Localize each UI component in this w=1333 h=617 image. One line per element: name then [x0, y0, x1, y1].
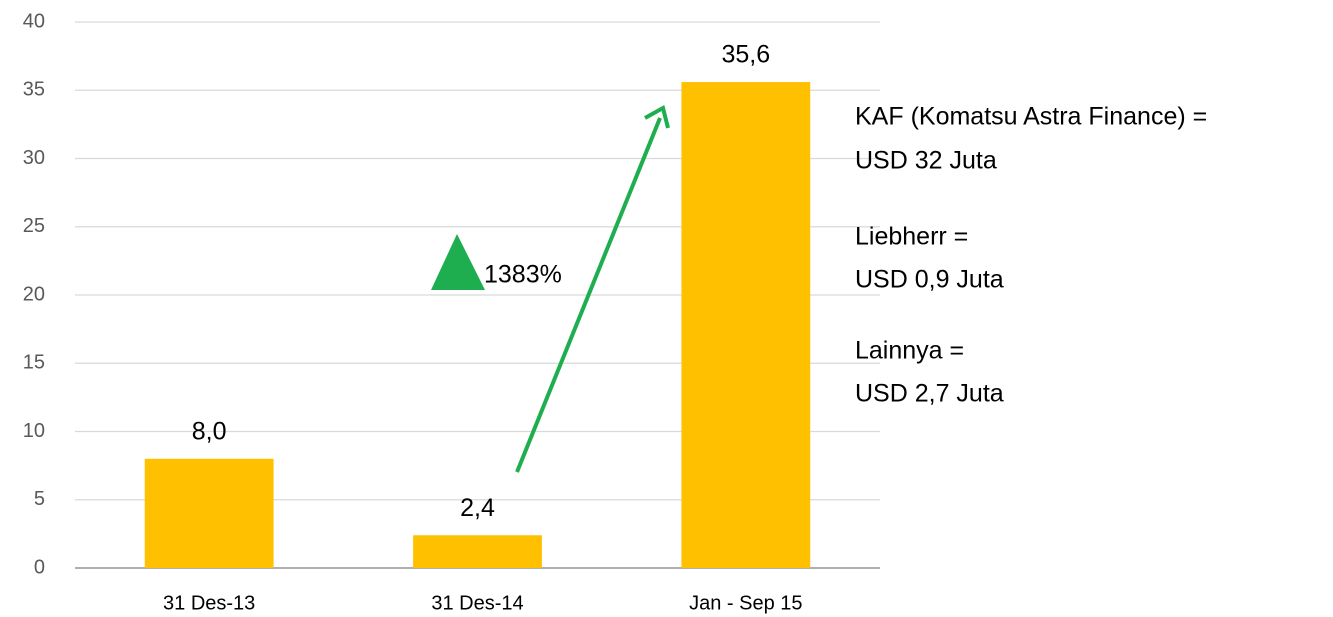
annotation: Liebherr = — [855, 223, 968, 251]
annotation: KAF (Komatsu Astra Finance) = — [855, 103, 1207, 131]
x-tick-label: 31 Des-14 — [431, 592, 523, 614]
growth-label: 1383% — [484, 261, 562, 289]
value-label: 8,0 — [192, 417, 227, 445]
annotation: USD 32 Juta — [855, 147, 997, 175]
y-tick-label: 40 — [23, 10, 45, 32]
bar — [144, 458, 274, 568]
y-tick-label: 10 — [23, 420, 45, 442]
growth-arrow — [515, 117, 662, 473]
y-tick-label: 30 — [23, 147, 45, 169]
y-tick-label: 5 — [34, 488, 45, 510]
bar — [681, 82, 811, 568]
value-label: 2,4 — [460, 494, 495, 522]
bar — [413, 535, 542, 568]
x-tick-label: Jan - Sep 15 — [689, 592, 802, 614]
y-tick-label: 25 — [23, 215, 45, 237]
up-triangle — [431, 234, 485, 290]
value-label: 35,6 — [721, 41, 770, 69]
y-tick-label: 0 — [34, 556, 45, 578]
y-tick-label: 35 — [23, 79, 45, 101]
y-tick-label: 15 — [23, 352, 45, 374]
annotation: USD 0,9 Juta — [855, 266, 1004, 294]
annotation: USD 2,7 Juta — [855, 380, 1004, 408]
arrow-head — [644, 104, 670, 129]
x-tick-label: 31 Des-13 — [163, 592, 255, 614]
annotation: Lainnya = — [855, 337, 964, 365]
y-tick-label: 20 — [23, 283, 45, 305]
